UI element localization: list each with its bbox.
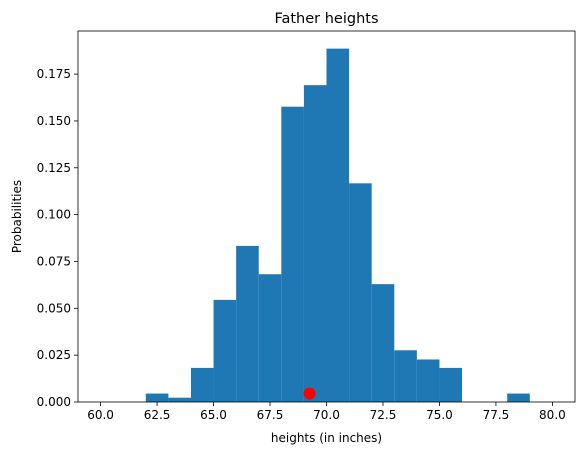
x-tick-label: 67.5	[257, 408, 284, 422]
x-tick-label: 72.5	[370, 408, 397, 422]
y-axis-ticks: 0.000 0.025 0.050 0.075 0.100 0.125 0.150 0.175	[37, 67, 78, 409]
x-axis-ticks: 60.0 62.5 65.0 67.5 70.0 72.5 75.0 77.5 80.0	[87, 402, 566, 422]
x-axis-label: heights (in inches)	[271, 431, 382, 445]
histogram-bar	[168, 397, 191, 402]
histogram-bars	[145, 48, 530, 403]
histogram-bar	[258, 274, 282, 402]
x-tick-label: 62.5	[144, 408, 171, 422]
x-tick-label: 70.0	[313, 408, 340, 422]
red-marker-point	[303, 387, 316, 400]
x-tick-label: 80.0	[539, 408, 566, 422]
histogram-bar	[394, 350, 417, 402]
histogram-bar	[371, 284, 395, 402]
x-tick-label: 60.0	[87, 408, 114, 422]
histogram-bar	[190, 367, 214, 402]
y-tick-label: 0.050	[37, 301, 71, 315]
y-tick-label: 0.100	[37, 208, 71, 222]
y-tick-label: 0.125	[37, 161, 71, 175]
chart-title: Father heights	[274, 11, 378, 27]
histogram-bar	[236, 245, 259, 402]
x-tick-label: 77.5	[483, 408, 510, 422]
y-tick-label: 0.025	[37, 348, 71, 362]
histogram-bar	[213, 299, 237, 402]
y-tick-label: 0.175	[37, 67, 71, 81]
histogram-bar	[349, 183, 372, 402]
histogram-bar	[281, 106, 304, 403]
marker-layer	[303, 387, 316, 400]
histogram-bar	[303, 85, 327, 403]
histogram-bar	[507, 393, 530, 402]
y-tick-label: 0.075	[37, 254, 71, 268]
histogram-bar	[416, 359, 440, 402]
y-tick-label: 0.000	[37, 395, 71, 409]
x-tick-label: 75.0	[426, 408, 453, 422]
y-axis-label: Probabilities	[10, 180, 24, 253]
histogram-bar	[326, 48, 350, 403]
y-tick-label: 0.150	[37, 114, 71, 128]
plot-frame	[77, 30, 576, 403]
histogram-bar	[439, 367, 463, 402]
x-tick-label: 65.0	[200, 408, 227, 422]
histogram-bar	[145, 393, 169, 402]
